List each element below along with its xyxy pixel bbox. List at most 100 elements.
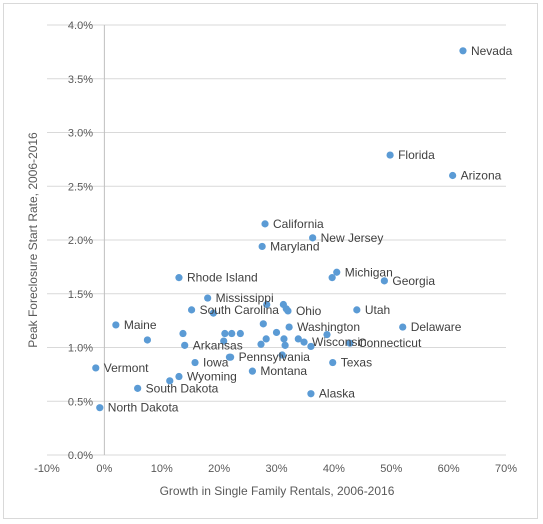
data-point [346,339,354,347]
data-point [228,329,236,338]
x-tick-label: 10% [151,463,173,475]
point-label: South Carolina [200,303,280,317]
y-axis-title: Peak Foreclosure Start Rate, 2006-2016 [26,132,40,348]
gridlines [47,24,506,456]
point-label: Texas [341,356,372,370]
point-label: Nevada [471,44,513,58]
point-label: North Dakota [108,401,179,415]
data-points [92,47,467,412]
point-label: Iowa [203,356,229,370]
point-label: Ohio [296,304,322,318]
data-point [261,220,269,228]
data-point [143,336,152,344]
data-point [92,364,100,372]
data-point [221,329,229,338]
x-axis-ticks: -10% 0% 10% 20% 30% 40% 50% 60% 70% [34,463,517,475]
x-tick-label: 70% [495,463,517,475]
data-point [263,300,271,309]
point-label: Mississippi [216,291,274,305]
data-point [449,171,457,180]
x-axis-title: Growth in Single Family Rentals, 2006-20… [160,484,395,498]
data-point [191,358,199,367]
data-point [281,341,289,349]
data-point [175,372,183,381]
point-label: Maine [124,318,157,332]
point-label: Washington [297,320,360,334]
data-point [96,404,104,412]
y-tick-label: 1.0% [68,343,93,355]
data-point [179,329,187,338]
data-point [236,329,244,338]
point-label: Michigan [345,265,393,279]
y-tick-label: 2.5% [68,181,93,193]
point-label: Georgia [392,274,435,288]
x-tick-label: 20% [208,463,230,475]
data-point [181,341,189,349]
data-point [259,320,267,328]
data-point [294,335,302,343]
chart-frame [3,3,538,519]
point-label: Montana [260,364,307,378]
y-tick-label: 2.0% [68,235,93,247]
point-label: New Jersey [321,231,384,245]
data-point [353,306,361,314]
data-point [307,390,315,398]
data-point [333,268,341,276]
point-label: Delaware [411,320,462,334]
data-point [300,338,308,346]
data-point [307,342,315,351]
data-point [380,277,388,285]
y-tick-label: 0.0% [68,450,93,462]
data-point [282,305,290,313]
x-tick-label: 50% [380,463,402,475]
data-point [285,323,293,331]
y-axis-ticks: 0.0% 0.5% 1.0% 1.5% 2.0% 2.5% 3.0% 3.5% 4.0% [68,20,93,462]
data-point [328,274,336,282]
data-point [280,335,288,343]
y-tick-label: 3.5% [68,74,93,86]
point-label: South Dakota [146,381,219,395]
data-point [258,242,266,251]
point-label: Utah [365,303,390,317]
data-point [278,351,286,359]
data-point [386,151,394,159]
data-point [399,323,407,331]
point-label: Wisconsin [312,335,367,349]
data-point [204,294,212,302]
data-point [272,328,281,337]
y-tick-label: 4.0% [68,20,93,32]
data-point [209,309,217,317]
data-point [309,234,317,242]
point-label: Maryland [270,239,319,253]
x-tick-label: 60% [438,463,460,475]
data-point [112,321,120,329]
data-point [220,337,228,345]
point-label: Wyoming [187,370,237,384]
x-tick-label: 30% [265,463,287,475]
point-label: Vermont [104,361,149,375]
data-point [248,367,257,375]
data-point [134,384,142,392]
data-point [459,47,467,55]
y-tick-label: 0.5% [68,396,93,408]
data-point [166,377,174,385]
y-tick-label: 1.5% [68,289,93,301]
x-tick-label: 40% [323,463,345,475]
point-label: Florida [398,148,435,162]
y-tick-label: 3.0% [68,128,93,140]
point-label: Alaska [319,387,355,401]
data-point [225,353,234,361]
x-tick-label: 0% [96,463,112,475]
data-point [329,358,337,367]
point-label: Rhode Island [187,271,258,285]
point-label: Connecticut [358,336,422,350]
point-label: Arizona [461,169,502,183]
data-point [323,331,331,339]
data-point [257,340,265,348]
data-point [187,306,196,314]
point-label: Pennsylvania [239,350,311,364]
x-tick-label: -10% [34,463,60,475]
data-point [262,335,270,343]
point-label: California [273,217,324,231]
